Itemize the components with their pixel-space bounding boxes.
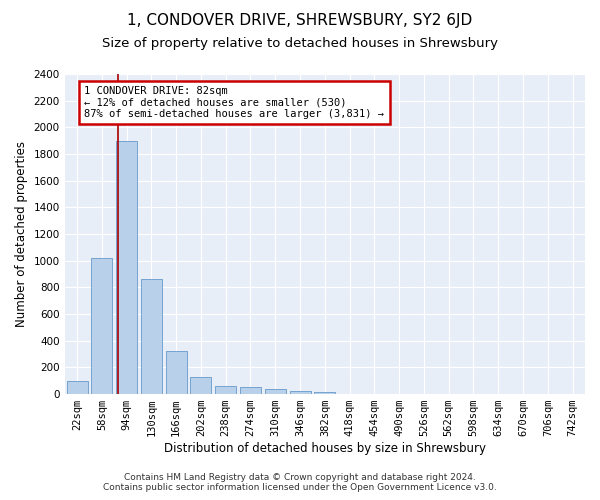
Bar [166,352,187,394]
Y-axis label: Number of detached properties: Number of detached properties [15,141,28,327]
Text: 1, CONDOVER DRIVE, SHREWSBURY, SY2 6JD: 1, CONDOVER DRIVE, SHREWSBURY, SY2 6JD [127,12,473,28]
Bar [116,140,137,394]
Bar [141,280,162,394]
Bar [215,386,236,394]
Text: Contains HM Land Registry data © Crown copyright and database right 2024.
Contai: Contains HM Land Registry data © Crown c… [103,473,497,492]
Bar [190,378,211,394]
Bar [67,380,88,394]
Bar [91,258,112,394]
Bar [240,386,261,394]
Bar [314,392,335,394]
Text: 1 CONDOVER DRIVE: 82sqm
← 12% of detached houses are smaller (530)
87% of semi-d: 1 CONDOVER DRIVE: 82sqm ← 12% of detache… [85,86,385,119]
Text: Size of property relative to detached houses in Shrewsbury: Size of property relative to detached ho… [102,38,498,51]
Bar [265,390,286,394]
Bar [290,391,311,394]
X-axis label: Distribution of detached houses by size in Shrewsbury: Distribution of detached houses by size … [164,442,486,455]
